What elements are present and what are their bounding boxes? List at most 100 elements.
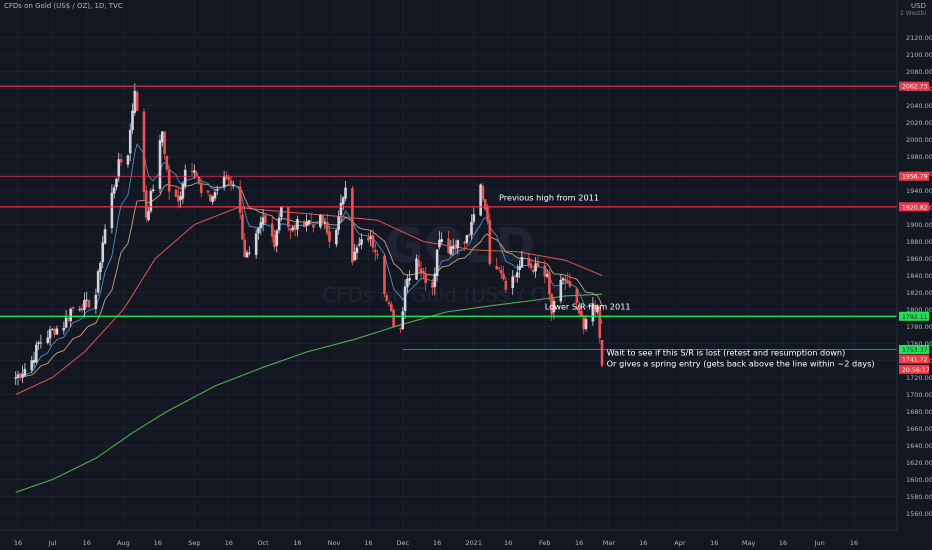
candle-body [51, 328, 54, 330]
candle-body [440, 239, 444, 242]
candle-body [142, 111, 146, 193]
candle-body [545, 274, 549, 277]
candle-body [415, 258, 418, 280]
candle-body [328, 231, 331, 242]
candle-body [406, 278, 409, 288]
candle-body [357, 243, 361, 246]
candle-body [259, 222, 263, 229]
time-tick-label: Mar [603, 539, 616, 547]
candle-body [577, 305, 581, 314]
candle-body [534, 263, 537, 272]
candle-body [495, 265, 498, 270]
price-tick-label: 1560.00 [906, 510, 932, 518]
time-tick-label: 16 [850, 539, 858, 547]
price-tag-1792.11-bg [899, 311, 929, 321]
candle-body [438, 239, 441, 248]
candle-body [463, 241, 466, 244]
candle-body [543, 264, 547, 277]
candle-body [248, 252, 251, 254]
candle-body [32, 359, 36, 363]
candle-body [241, 214, 244, 240]
time-tick-label: May [742, 539, 756, 547]
candle-body [80, 307, 84, 311]
candle-body [419, 268, 423, 273]
candle-body [48, 329, 52, 339]
candle-body [422, 270, 425, 274]
price-tick-label: 1600.00 [906, 476, 932, 484]
candle-body [568, 281, 572, 287]
price-tick-label: 1620.00 [906, 459, 932, 467]
candle-body [470, 221, 473, 235]
price-tag-1753.37: 1753.37 [902, 347, 928, 354]
candle-body [163, 131, 166, 154]
grid [0, 0, 897, 530]
time-tick-label: Feb [539, 539, 551, 547]
time-tick-label: 16 [779, 539, 787, 547]
candle-body [243, 239, 247, 257]
ma200-line [15, 293, 603, 493]
candle-body [71, 306, 75, 309]
candle-body [502, 273, 505, 280]
price-tick-label: 1780.00 [906, 323, 932, 331]
candle-body [323, 222, 327, 224]
time-tick-label: 16 [433, 539, 441, 547]
candle-body [209, 194, 212, 202]
candle-body [387, 302, 391, 305]
candle-body [351, 188, 354, 263]
candle-body [515, 272, 519, 278]
candle-body [325, 221, 329, 234]
time-tick-label: 16 [575, 539, 583, 547]
candle-body [87, 300, 91, 308]
candle-body [197, 176, 201, 183]
candle-body [552, 300, 556, 313]
candle-body [64, 317, 68, 328]
candle-body [135, 92, 139, 111]
candle-body [227, 176, 231, 180]
candle-body [177, 195, 180, 202]
candle-body [117, 159, 121, 178]
candle-body [99, 262, 102, 273]
candle-body [195, 172, 198, 176]
candle-body [465, 234, 469, 243]
price-tag-1920.82-bg [899, 202, 929, 212]
candle-body [341, 197, 345, 205]
price-tick-label: 1800.00 [906, 306, 932, 314]
candle-body [479, 184, 482, 216]
candle-body [69, 308, 72, 322]
candle-body [23, 368, 27, 376]
candle-body [151, 189, 155, 191]
candle-body [115, 178, 118, 188]
candle-body [78, 309, 82, 311]
candle-body [548, 272, 551, 295]
annotation: Or gives a spring entry (gets back above… [607, 358, 875, 368]
currency-label[interactable]: USD 2 Westbl [900, 2, 926, 18]
candle-body [37, 342, 40, 344]
price-tick-label: 1580.00 [906, 493, 932, 501]
candle-body [199, 182, 203, 194]
candle-body [181, 183, 185, 199]
time-tick-label: Jun [814, 539, 825, 547]
candle-body [264, 215, 267, 223]
candle-body [160, 131, 164, 143]
candle-body [376, 254, 379, 256]
price-tag-2062.73-bg [899, 81, 929, 91]
candle-body [385, 295, 389, 301]
candle-body [369, 236, 373, 239]
candle-body [174, 189, 178, 197]
candle-body [167, 169, 171, 192]
time-tick-label: 16 [293, 539, 301, 547]
candle-body [360, 239, 363, 245]
candle-body [337, 216, 340, 230]
candle-body [403, 286, 407, 311]
candle-body [355, 247, 359, 253]
candle-body [110, 192, 114, 229]
candle-body [504, 280, 508, 290]
candle-body [254, 233, 258, 255]
candle-body [564, 278, 567, 282]
candle-body [488, 220, 492, 265]
candle-body [119, 159, 123, 163]
symbol-header: CFDs on Gold (US$ / OZ), 1D, TVC [4, 2, 123, 10]
candle-body [229, 180, 233, 184]
candle-body [451, 245, 455, 249]
